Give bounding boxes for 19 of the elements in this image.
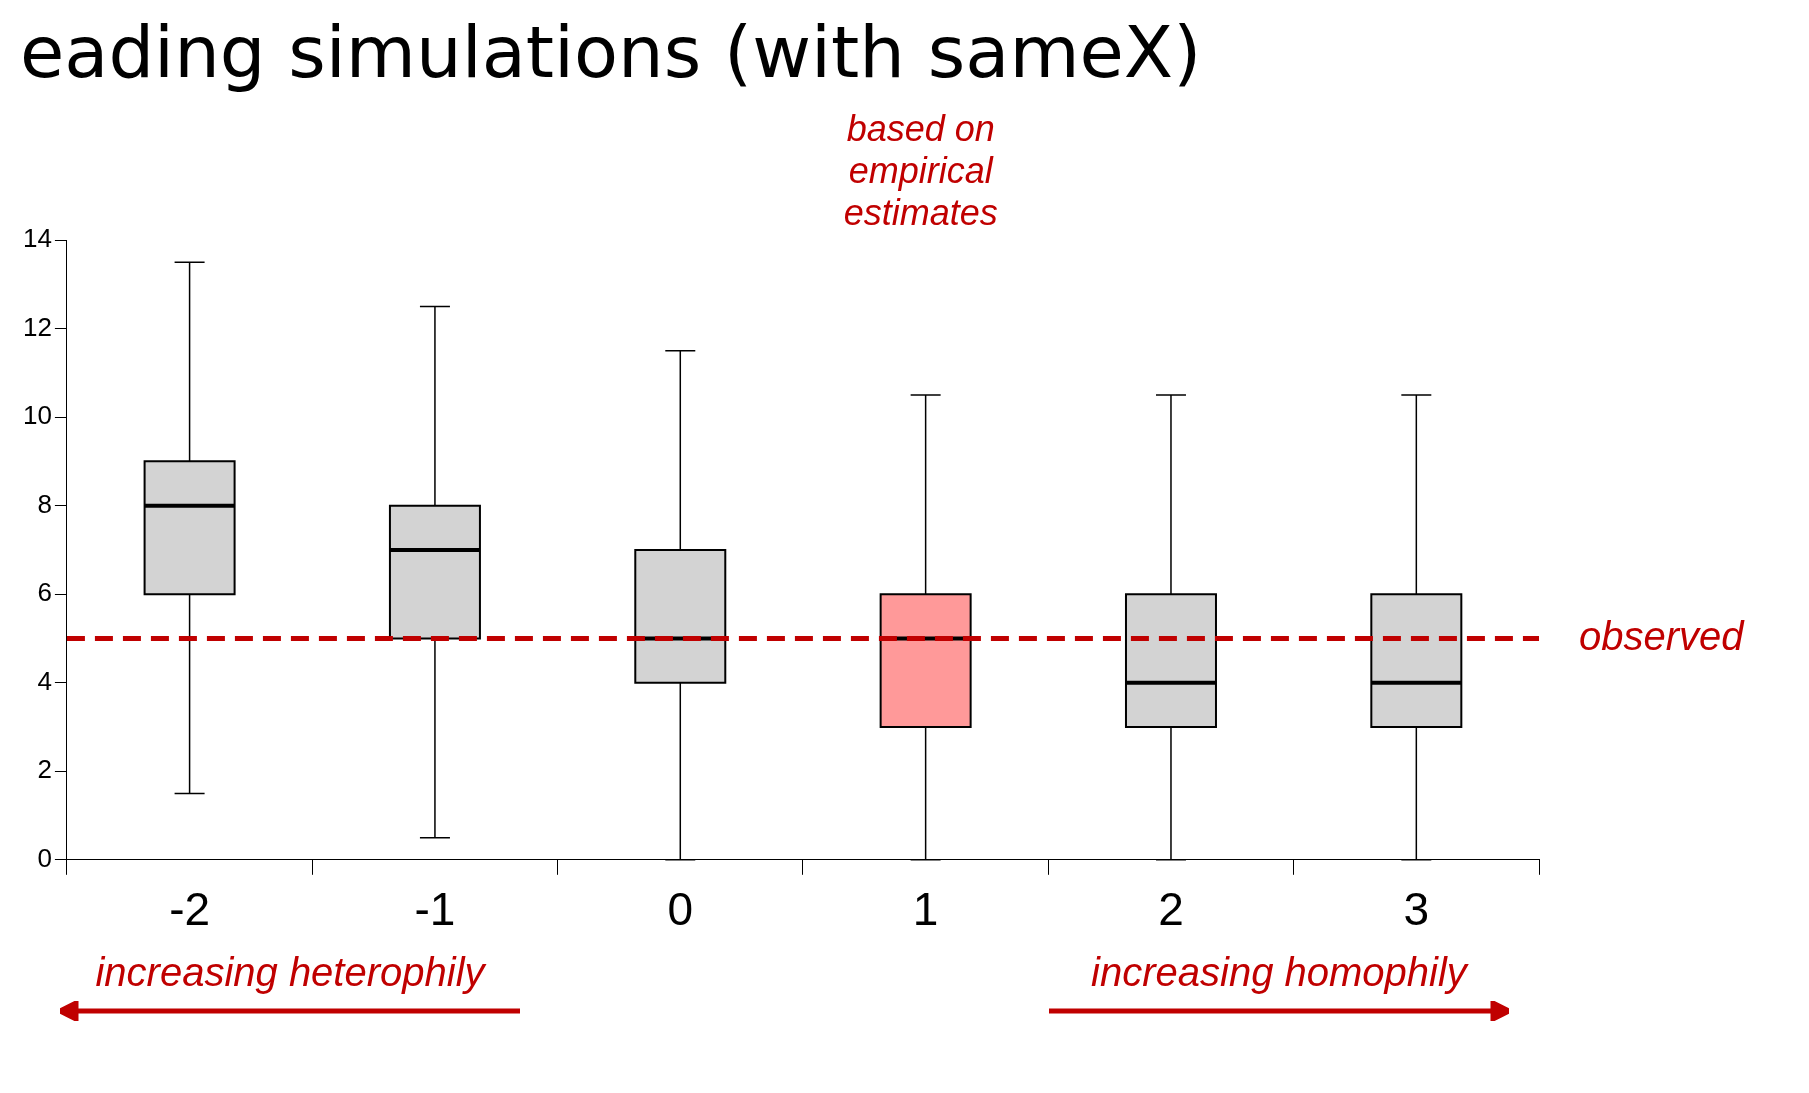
y-tick-label: 8 — [37, 488, 52, 519]
y-tick-label: 14 — [23, 223, 52, 254]
text: based on empirical estimates — [843, 108, 998, 233]
y-tick-label: 2 — [37, 754, 52, 785]
x-tick-label: 3 — [1403, 883, 1430, 936]
y-tick-label: 0 — [37, 842, 52, 873]
x-tick-label: -1 — [414, 883, 456, 936]
x-tick-label: -2 — [169, 883, 211, 936]
x-tick-label: 1 — [912, 883, 939, 936]
text: increasing homophily — [1091, 950, 1467, 995]
ref-line-label: observed — [1579, 613, 1746, 658]
x-tick-label: 0 — [667, 883, 694, 936]
chart-title: eading simulations (with sameX) — [19, 9, 1203, 94]
x-tick-label: 2 — [1158, 883, 1184, 936]
y-tick-label: 6 — [37, 577, 52, 608]
text: increasing heterophily — [95, 950, 485, 995]
y-tick-label: 10 — [23, 400, 52, 431]
y-tick-label: 12 — [23, 311, 52, 342]
y-tick-label: 4 — [37, 665, 52, 696]
